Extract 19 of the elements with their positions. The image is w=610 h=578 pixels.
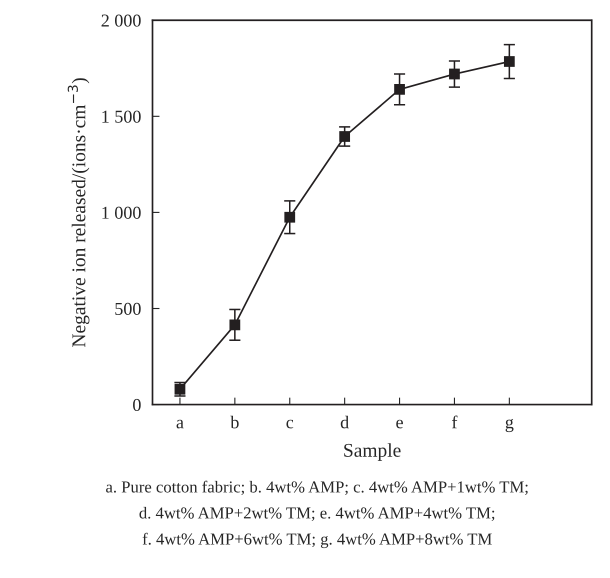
y-tick-label: 2 000: [102, 14, 141, 27]
y-axis-title: Negative ion released/(ions·cm$^{−3}$): [68, 78, 90, 347]
y-tick-label: 500: [115, 302, 141, 315]
x-tick-label: e: [396, 420, 403, 428]
x-tick-label: c: [286, 420, 294, 428]
x-tick-label: g: [506, 418, 514, 432]
x-tick-label: f: [452, 416, 458, 428]
text: f. 4wt% AMP+6wt% TM; g. 4wt% AMP+8wt% TM: [142, 532, 492, 548]
point: [449, 68, 460, 80]
y-tick-label: 1 500: [102, 110, 141, 123]
x-tick-label: d: [340, 416, 349, 428]
x-axis-title: Sample: [344, 443, 401, 461]
point: [394, 84, 405, 95]
text: d. 4wt% AMP+2wt% TM; e. 4wt% AMP+4wt% TM;: [139, 506, 494, 521]
text: a. Pure cotton fabric; b. 4wt% AMP; c. 4wt% AMP+1wt% TM;: [106, 480, 528, 495]
x-tick-label: a: [176, 420, 184, 428]
y-tick-label: 0: [133, 398, 141, 412]
y-tick-label: 1 000: [102, 206, 141, 219]
x-tick-label: b: [230, 416, 239, 428]
